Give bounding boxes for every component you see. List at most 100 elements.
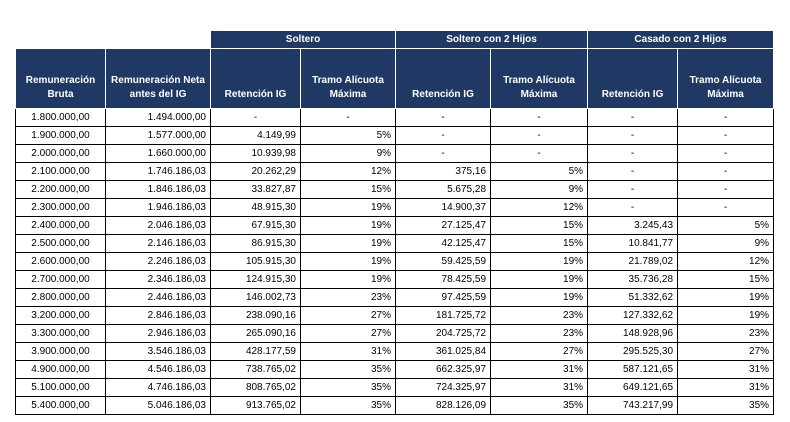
table-cell: 124.915,30 (210, 270, 301, 289)
table-row: 3.900.000,00 3.546.186,03 428.177,59 31% 361… (15, 342, 775, 361)
table-cell: 19% (677, 288, 775, 307)
table-row: 2.100.000,00 1.746.186,03 20.262,29 12% 375,… (15, 162, 775, 181)
column-header: Retención IG (395, 48, 492, 109)
table-cell: 2.846.186,03 (105, 306, 211, 325)
table-cell: 19% (299, 198, 397, 217)
table-cell: 1.846.186,03 (105, 180, 211, 199)
table-row: 2.300.000,00 1.946.186,03 48.915,30 19% 14.9… (15, 198, 775, 217)
table-cell: 19% (677, 306, 775, 325)
group-header: Soltero (209, 30, 397, 49)
table-cell: - (587, 180, 679, 199)
table-cell: 1.660.000,00 (105, 144, 211, 163)
table-cell: 78.425,59 (395, 270, 492, 289)
table-cell: 51.332,62 (587, 288, 679, 307)
table-cell: - (395, 126, 492, 145)
table-cell: 662.325,97 (395, 360, 492, 379)
table-cell: 19% (299, 270, 397, 289)
table-cell: 67.915,30 (210, 216, 301, 235)
table-row: 3.300.000,00 2.946.186,03 265.090,16 27% 204… (15, 324, 775, 343)
table-cell: 1.946.186,03 (105, 198, 211, 217)
header-row: Remuneración Bruta Remuneración Neta ante… (15, 48, 775, 109)
table-cell: - (677, 198, 775, 217)
table-cell: 2.300.000,00 (15, 198, 106, 217)
table-cell: 2.500.000,00 (15, 234, 106, 253)
table-cell: - (395, 108, 492, 127)
table-cell: 15% (677, 270, 775, 289)
table-cell: 5% (490, 162, 589, 181)
table-cell: 428.177,59 (210, 342, 301, 361)
table-cell: 21.789,02 (587, 252, 679, 271)
table-cell: 3.546.186,03 (105, 342, 211, 361)
table-cell: 2.146.186,03 (105, 234, 211, 253)
table-cell: 2.200.000,00 (15, 180, 106, 199)
table-cell: 15% (299, 180, 397, 199)
table-cell: 743.217,99 (587, 396, 679, 415)
table-cell: 19% (299, 216, 397, 235)
table-cell: 295.525,30 (587, 342, 679, 361)
table-cell: 9% (299, 144, 397, 163)
table-cell: 23% (490, 306, 589, 325)
table-cell: 15% (490, 234, 589, 253)
table-row: 5.100.000,00 4.746.186,03 808.765,02 35% 724… (15, 378, 775, 397)
table-row: 1.900.000,00 1.577.000,00 4.149,99 5% - - - - (15, 126, 775, 145)
table-cell: 2.600.000,00 (15, 252, 106, 271)
table-cell: 97.425,59 (395, 288, 492, 307)
table-cell: 9% (677, 234, 775, 253)
table-cell: 2.400.000,00 (15, 216, 106, 235)
table-cell: 59.425,59 (395, 252, 492, 271)
table-cell: 2.046.186,03 (105, 216, 211, 235)
table-cell: 1.577.000,00 (105, 126, 211, 145)
table-cell: 181.725,72 (395, 306, 492, 325)
table-cell: 35% (299, 396, 397, 415)
table-row: 2.000.000,00 1.660.000,00 10.939,98 9% - - - - (15, 144, 775, 163)
table-cell: 23% (299, 288, 397, 307)
table-cell: 27% (299, 324, 397, 343)
table-cell: 5.100.000,00 (15, 378, 106, 397)
blank-header (15, 30, 211, 49)
table-row: 5.400.000,00 5.046.186,03 913.765,02 35% 828… (15, 396, 775, 415)
table-cell: 3.900.000,00 (15, 342, 106, 361)
table-cell: 35% (299, 360, 397, 379)
table-cell: 19% (299, 252, 397, 271)
table-row: 2.400.000,00 2.046.186,03 67.915,30 19% 27.1… (15, 216, 775, 235)
table-row: 2.500.000,00 2.146.186,03 86.915,30 19% 42.1… (15, 234, 775, 253)
table-cell: - (587, 108, 679, 127)
table-cell: - (587, 144, 679, 163)
table-cell: 27.125,47 (395, 216, 492, 235)
table-cell: - (587, 162, 679, 181)
table-cell: 105.915,30 (210, 252, 301, 271)
table-cell: 2.446.186,03 (105, 288, 211, 307)
table-cell: 19% (299, 234, 397, 253)
table-cell: - (490, 108, 589, 127)
table-cell: 361.025,84 (395, 342, 492, 361)
table-cell: 808.765,02 (210, 378, 301, 397)
table-cell: 35% (677, 396, 775, 415)
column-header: Tramo Alícuota Máxima (490, 48, 589, 109)
table-cell: 33.827,87 (210, 180, 301, 199)
group-header: Soltero con 2 Hijos (395, 30, 589, 49)
table-cell: 9% (490, 180, 589, 199)
table-cell: 10.939,98 (210, 144, 301, 163)
table-cell: 5.400.000,00 (15, 396, 106, 415)
table-cell: 2.246.186,03 (105, 252, 211, 271)
table-cell: - (677, 126, 775, 145)
table-row: 2.600.000,00 2.246.186,03 105.915,30 19% 59.… (15, 252, 775, 271)
table-cell: 20.262,29 (210, 162, 301, 181)
table-cell: - (395, 144, 492, 163)
table-cell: - (677, 108, 775, 127)
table-cell: 19% (490, 288, 589, 307)
table-cell: 5.675,28 (395, 180, 492, 199)
table-cell: - (490, 144, 589, 163)
table-body: 1.800.000,00 1.494.000,00- - - - - -1.900.000,… (15, 108, 775, 415)
table-cell: 14.900,37 (395, 198, 492, 217)
table-cell: 649.121,65 (587, 378, 679, 397)
table-cell: 2.800.000,00 (15, 288, 106, 307)
table-cell: 5.046.186,03 (105, 396, 211, 415)
column-header: Remuneración Neta antes del IG (105, 48, 211, 109)
table-cell: 48.915,30 (210, 198, 301, 217)
table-cell: 27% (677, 342, 775, 361)
table-row: 1.800.000,00 1.494.000,00- - - - - - (15, 108, 775, 127)
table-cell: 1.800.000,00 (15, 108, 106, 127)
table-cell: 4.546.186,03 (105, 360, 211, 379)
table-cell: 2.100.000,00 (15, 162, 106, 181)
